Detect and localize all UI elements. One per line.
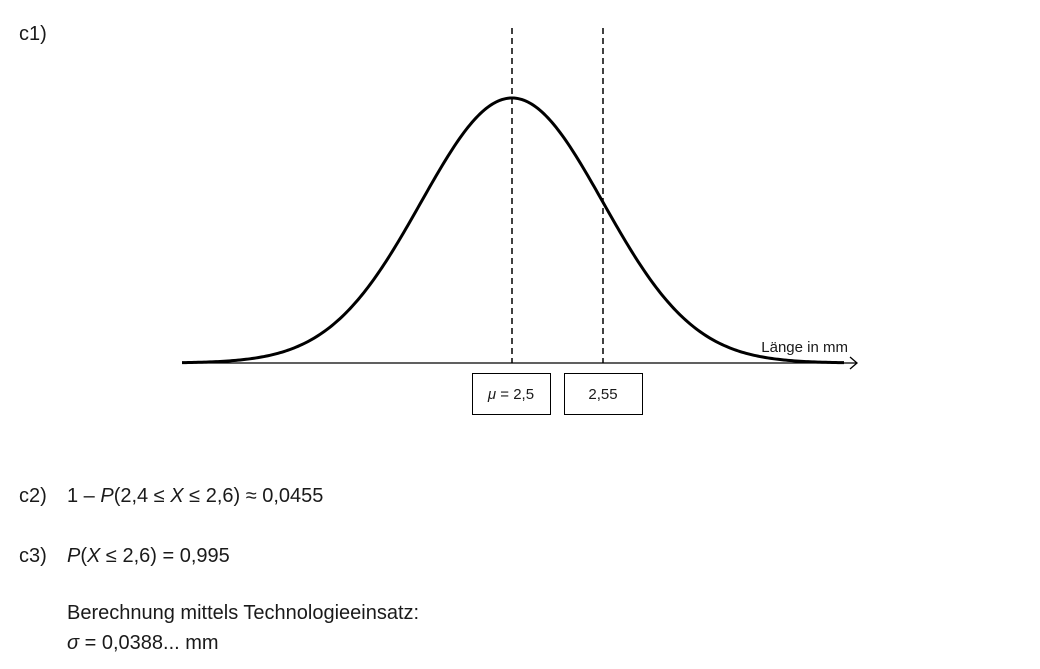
section-label: c3) bbox=[19, 545, 47, 567]
text-part: μ bbox=[487, 386, 496, 403]
text-part: ≤ 2,6) = 0,995 bbox=[100, 545, 230, 567]
text-part: X bbox=[170, 485, 184, 507]
text-part: X bbox=[87, 545, 101, 567]
formula: σ = 0,0388... mm bbox=[67, 631, 219, 655]
formula: P(X ≤ 2,6) = 0,995 bbox=[67, 544, 230, 568]
text-part: ≤ 2,6) ≈ 0,0455 bbox=[183, 485, 324, 507]
text-part: ( bbox=[80, 545, 88, 567]
text-part: P bbox=[67, 545, 81, 567]
section-label: c1) bbox=[19, 23, 47, 45]
marker-label: μ = 2,5 bbox=[487, 386, 534, 403]
marker-box bbox=[564, 373, 643, 415]
marker-box bbox=[472, 373, 551, 415]
text-line: Berechnung mittels Technologieeinsatz: bbox=[67, 601, 419, 625]
text-part: 1 – bbox=[67, 485, 101, 507]
section-label: c2) bbox=[19, 485, 47, 507]
density-curve bbox=[181, 96, 845, 365]
text-part: 2,55 bbox=[588, 386, 617, 403]
formula: 1 – P(2,4 ≤ X ≤ 2,6) ≈ 0,0455 bbox=[67, 484, 323, 508]
text-part: Berechnung mittels Technologieeinsatz: bbox=[67, 602, 420, 624]
text-part: P bbox=[100, 485, 114, 507]
axis-arrow bbox=[849, 356, 858, 370]
text-part: (2,4 ≤ bbox=[113, 485, 171, 507]
axis-label: Länge in mm bbox=[761, 339, 848, 356]
marker-label: 2,55 bbox=[588, 386, 617, 403]
text-part: = 2,5 bbox=[496, 386, 534, 403]
text-part: = 0,0388... mm bbox=[79, 632, 219, 654]
text-part: σ bbox=[67, 632, 80, 654]
